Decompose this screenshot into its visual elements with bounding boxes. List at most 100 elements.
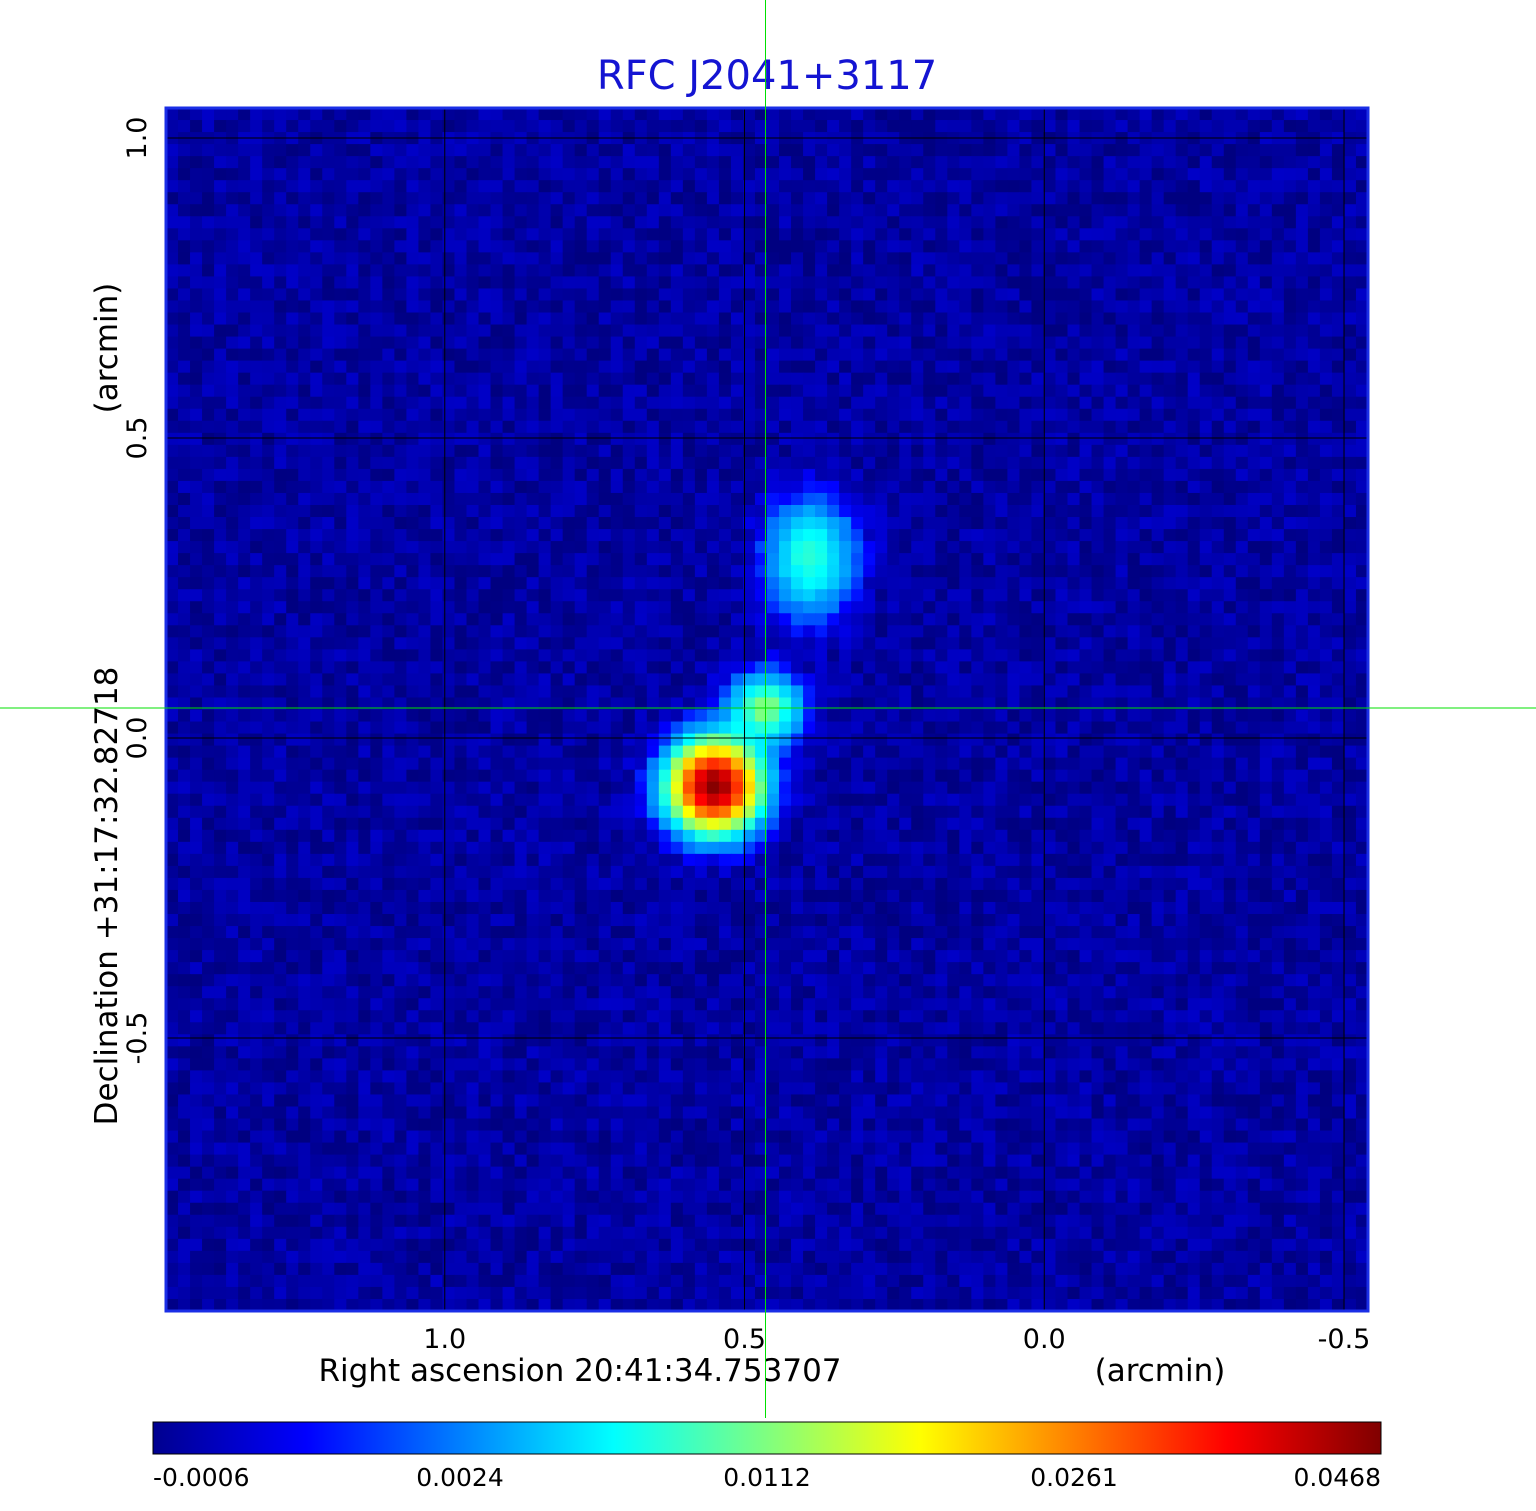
image-pixel bbox=[622, 529, 636, 542]
image-pixel bbox=[911, 517, 924, 530]
image-pixel bbox=[286, 168, 299, 181]
image-pixel bbox=[646, 144, 660, 157]
image-pixel bbox=[382, 276, 395, 290]
image-pixel bbox=[226, 180, 239, 193]
image-pixel bbox=[1019, 228, 1033, 241]
image-pixel bbox=[418, 589, 432, 602]
image-pixel bbox=[935, 685, 948, 699]
image-pixel bbox=[971, 384, 984, 398]
image-pixel bbox=[1271, 541, 1285, 554]
image-pixel bbox=[178, 204, 191, 217]
image-pixel bbox=[1007, 312, 1021, 326]
image-pixel bbox=[442, 637, 456, 650]
image-pixel bbox=[298, 492, 311, 506]
image-pixel bbox=[791, 408, 804, 422]
image-pixel bbox=[875, 228, 888, 241]
image-pixel bbox=[718, 565, 732, 578]
image-pixel bbox=[779, 324, 792, 338]
image-pixel bbox=[803, 276, 816, 290]
image-pixel bbox=[430, 360, 444, 374]
image-pixel bbox=[1223, 541, 1237, 554]
image-pixel bbox=[1031, 492, 1045, 506]
image-pixel bbox=[466, 252, 480, 265]
image-pixel bbox=[1343, 180, 1357, 193]
image-pixel bbox=[1007, 228, 1021, 241]
image-pixel bbox=[406, 504, 420, 518]
image-pixel bbox=[370, 432, 383, 446]
image-pixel bbox=[322, 492, 335, 506]
image-pixel bbox=[682, 252, 696, 265]
image-pixel bbox=[791, 216, 804, 229]
image-pixel bbox=[1091, 601, 1105, 614]
image-pixel bbox=[1115, 264, 1129, 278]
image-pixel bbox=[983, 336, 996, 350]
image-pixel bbox=[202, 504, 215, 518]
image-pixel bbox=[1331, 444, 1345, 458]
image-pixel bbox=[803, 697, 816, 711]
image-pixel bbox=[202, 625, 215, 638]
image-pixel bbox=[382, 192, 395, 205]
image-pixel bbox=[658, 252, 672, 265]
image-pixel bbox=[935, 108, 948, 121]
image-pixel bbox=[406, 108, 420, 121]
image-pixel bbox=[1019, 408, 1033, 422]
image-pixel bbox=[839, 541, 852, 554]
image-pixel bbox=[742, 192, 756, 205]
image-pixel bbox=[586, 601, 600, 614]
image-pixel bbox=[214, 240, 227, 253]
image-pixel bbox=[658, 168, 672, 181]
image-pixel bbox=[610, 228, 624, 241]
image-pixel bbox=[983, 204, 996, 217]
image-pixel bbox=[634, 529, 648, 542]
image-pixel bbox=[791, 456, 804, 470]
image-pixel bbox=[1187, 192, 1201, 205]
image-pixel bbox=[646, 324, 660, 338]
image-pixel bbox=[1187, 601, 1201, 614]
image-pixel bbox=[1163, 504, 1177, 518]
image-pixel bbox=[238, 384, 251, 398]
image-pixel bbox=[538, 649, 552, 662]
image-pixel bbox=[863, 613, 876, 626]
image-pixel bbox=[839, 288, 852, 302]
image-pixel bbox=[646, 649, 660, 662]
image-pixel bbox=[334, 697, 347, 711]
image-pixel bbox=[190, 565, 203, 578]
image-pixel bbox=[538, 384, 552, 398]
image-pixel bbox=[1331, 312, 1345, 326]
image-pixel bbox=[274, 228, 287, 241]
image-pixel bbox=[586, 192, 600, 205]
image-pixel bbox=[310, 192, 323, 205]
image-pixel bbox=[1283, 324, 1297, 338]
image-pixel bbox=[358, 348, 371, 362]
image-pixel bbox=[1331, 625, 1345, 638]
image-pixel bbox=[718, 408, 732, 422]
image-pixel bbox=[190, 300, 203, 314]
image-pixel bbox=[550, 613, 564, 626]
image-pixel bbox=[490, 108, 504, 121]
image-pixel bbox=[490, 577, 504, 590]
image-pixel bbox=[1091, 336, 1105, 350]
image-pixel bbox=[815, 589, 828, 602]
image-pixel bbox=[646, 264, 660, 278]
image-pixel bbox=[1031, 180, 1045, 193]
image-pixel bbox=[610, 156, 624, 169]
image-pixel bbox=[1343, 444, 1357, 458]
image-pixel bbox=[202, 673, 215, 687]
image-pixel bbox=[1091, 204, 1105, 217]
image-pixel bbox=[382, 637, 395, 650]
image-pixel bbox=[1199, 216, 1213, 229]
image-pixel bbox=[310, 108, 323, 121]
image-pixel bbox=[791, 144, 804, 157]
image-pixel bbox=[827, 168, 840, 181]
image-pixel bbox=[1199, 396, 1213, 410]
image-pixel bbox=[346, 589, 359, 602]
image-pixel bbox=[490, 228, 504, 241]
image-pixel bbox=[514, 468, 528, 482]
image-pixel bbox=[1079, 180, 1093, 193]
image-pixel bbox=[190, 276, 203, 290]
image-pixel bbox=[442, 444, 456, 458]
image-pixel bbox=[1115, 541, 1129, 554]
image-pixel bbox=[430, 180, 444, 193]
image-pixel bbox=[646, 577, 660, 590]
image-pixel bbox=[226, 492, 239, 506]
